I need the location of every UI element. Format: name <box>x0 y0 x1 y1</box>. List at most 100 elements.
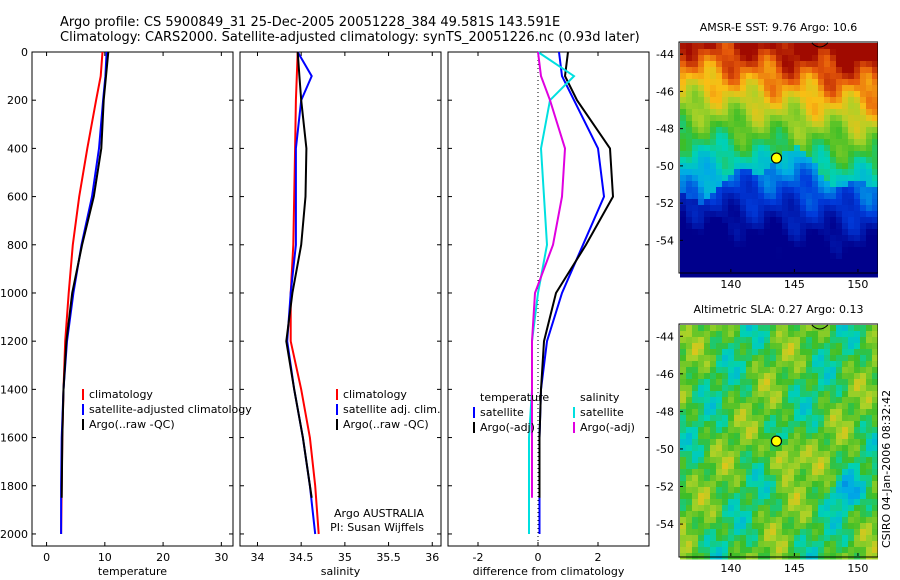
heatmap-cell <box>806 505 813 512</box>
heatmap-cell <box>836 379 843 386</box>
heatmap-cell <box>830 367 837 374</box>
heatmap-cell <box>698 85 705 92</box>
heatmap-cell <box>818 469 825 476</box>
heatmap-cell <box>704 337 711 344</box>
heatmap-cell <box>776 169 783 176</box>
heatmap-cell <box>830 361 837 368</box>
heatmap-cell <box>740 481 747 488</box>
heatmap-cell <box>800 121 807 128</box>
heatmap-cell <box>782 73 789 80</box>
heatmap-cell <box>734 409 741 416</box>
heatmap-cell <box>812 187 819 194</box>
heatmap-cell <box>680 229 687 236</box>
heatmap-cell <box>680 163 687 170</box>
heatmap-cell <box>710 325 717 332</box>
heatmap-cell <box>686 427 693 434</box>
heatmap-cell <box>860 361 867 368</box>
heatmap-cell <box>776 499 783 506</box>
legend-label: climatology <box>89 388 153 401</box>
heatmap-cell <box>776 139 783 146</box>
heatmap-cell <box>824 259 831 266</box>
heatmap-cell <box>806 271 813 278</box>
heatmap-cell <box>698 391 705 398</box>
heatmap-cell <box>680 337 687 344</box>
heatmap-cell <box>812 493 819 500</box>
heatmap-cell <box>752 445 759 452</box>
heatmap-cell <box>686 79 693 86</box>
heatmap-cell <box>728 205 735 212</box>
heatmap-cell <box>872 157 879 164</box>
axes-frame <box>31 51 234 547</box>
heatmap-cell <box>788 73 795 80</box>
heatmap-cell <box>848 397 855 404</box>
heatmap-cell <box>692 451 699 458</box>
heatmap-cell <box>758 529 765 536</box>
heatmap-cell <box>788 481 795 488</box>
heatmap-cell <box>800 469 807 476</box>
heatmap-cell <box>794 511 801 518</box>
heatmap-cell <box>872 91 879 98</box>
heatmap-cell <box>794 211 801 218</box>
heatmap-cell <box>716 421 723 428</box>
heatmap-cell <box>770 139 777 146</box>
heatmap-cell <box>770 253 777 260</box>
heatmap-cell <box>854 43 861 50</box>
heatmap-cell <box>866 235 873 242</box>
heatmap-cell <box>740 73 747 80</box>
series-line-3 <box>528 51 576 534</box>
heatmap-cell <box>728 481 735 488</box>
heatmap-cell <box>848 145 855 152</box>
heatmap-cell <box>710 49 717 56</box>
heatmap-cell <box>686 241 693 248</box>
heatmap-cell <box>758 259 765 266</box>
heatmap-cell <box>836 139 843 146</box>
heatmap-cell <box>812 337 819 344</box>
heatmap-cell <box>716 193 723 200</box>
contour-line <box>811 324 829 330</box>
heatmap-cell <box>698 421 705 428</box>
heatmap-cell <box>872 97 879 104</box>
heatmap-cell <box>782 415 789 422</box>
heatmap-cell <box>746 463 753 470</box>
heatmap-cell <box>698 487 705 494</box>
heatmap-cell <box>752 127 759 134</box>
heatmap-cell <box>866 229 873 236</box>
heatmap-cell <box>782 397 789 404</box>
heatmap-cell <box>806 535 813 542</box>
heatmap-cell <box>716 145 723 152</box>
heatmap-cell <box>818 361 825 368</box>
heatmap-cell <box>710 379 717 386</box>
heatmap-cell <box>860 67 867 74</box>
heatmap-cell <box>824 325 831 332</box>
heatmap-cell <box>782 115 789 122</box>
heatmap-cell <box>860 355 867 362</box>
heatmap-cell <box>806 163 813 170</box>
heatmap-cell <box>728 547 735 554</box>
heatmap-cell <box>854 481 861 488</box>
heatmap-cell <box>848 373 855 380</box>
heatmap-cell <box>704 517 711 524</box>
heatmap-cell <box>752 541 759 548</box>
heatmap-cell <box>698 481 705 488</box>
heatmap-cell <box>698 169 705 176</box>
heatmap-cell <box>764 361 771 368</box>
heatmap-cell <box>752 187 759 194</box>
heatmap-cell <box>854 367 861 374</box>
x-axis-label: salinity <box>321 565 361 578</box>
heatmap-cell <box>824 85 831 92</box>
heatmap-cell <box>770 61 777 68</box>
heatmap-cell <box>728 367 735 374</box>
heatmap-cell <box>734 217 741 224</box>
heatmap-cell <box>794 439 801 446</box>
heatmap-cell <box>716 181 723 188</box>
heatmap-cell <box>752 409 759 416</box>
heatmap-cell <box>722 205 729 212</box>
heatmap-cell <box>788 385 795 392</box>
heatmap-cell <box>680 97 687 104</box>
heatmap-cell <box>830 451 837 458</box>
heatmap-cell <box>776 235 783 242</box>
heatmap-cell <box>806 439 813 446</box>
heatmap-cell <box>806 427 813 434</box>
heatmap-cell <box>716 169 723 176</box>
heatmap-cell <box>794 223 801 230</box>
